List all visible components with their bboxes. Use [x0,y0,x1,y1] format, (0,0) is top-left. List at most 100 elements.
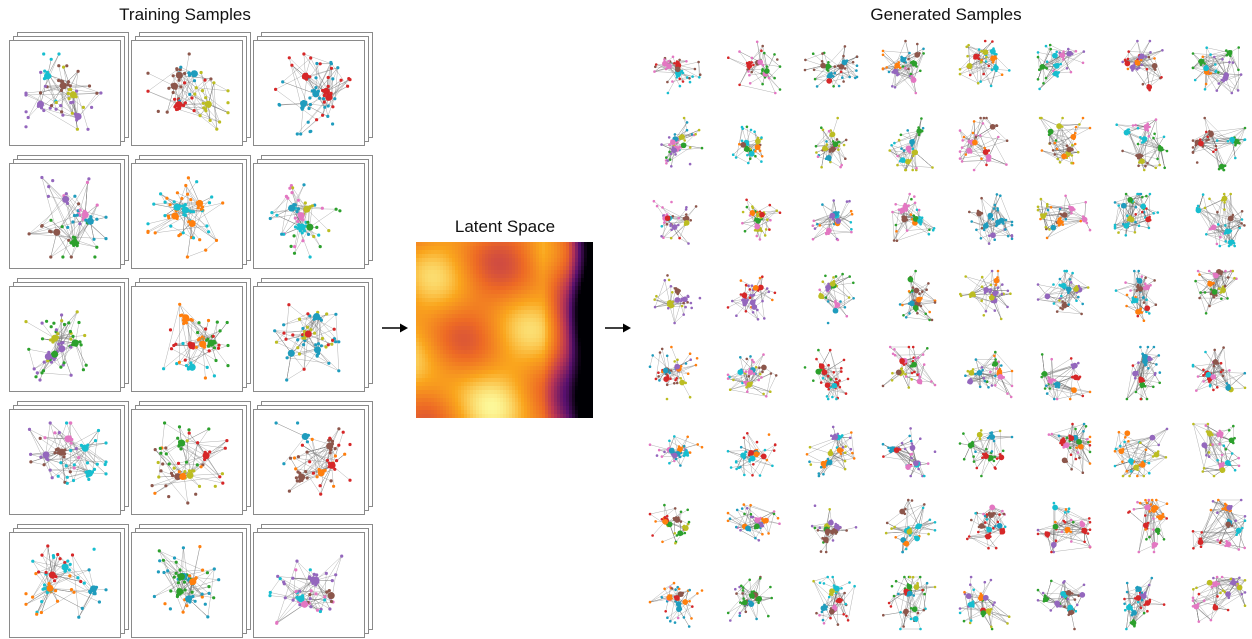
latent-cell [494,362,497,366]
latent-cell [437,282,440,286]
latent-cell [584,346,587,350]
graph-hub-node [171,83,178,90]
latent-cell [545,346,548,350]
graph-edge [30,429,47,455]
latent-cell [578,338,581,342]
latent-cell [434,354,437,358]
graph-node [190,96,193,99]
latent-cell [590,358,593,362]
latent-cell [443,306,446,310]
latent-cell [509,250,512,254]
latent-cell [518,330,521,334]
latent-cell [476,318,479,322]
graph-node [87,177,90,180]
graph-node [73,195,76,198]
graph-node [317,342,320,345]
latent-cell [458,350,461,354]
graph-node [346,85,349,88]
latent-cell [551,362,554,366]
graph-node [226,111,229,114]
graph-edge [79,594,94,618]
graph-node [68,568,71,571]
latent-cell [455,266,458,270]
graph-node [53,431,56,434]
latent-cell [434,246,437,250]
latent-cell [587,354,590,358]
training-graph [132,410,244,516]
latent-cell [437,246,440,250]
latent-cell [572,354,575,358]
latent-cell [509,350,512,354]
latent-cell [458,322,461,326]
latent-cell [461,266,464,270]
graph-node [327,343,330,346]
graph-node [168,462,171,465]
graph-node [93,255,96,258]
latent-cell [443,278,446,282]
latent-cell [530,278,533,282]
graph-node [48,230,51,233]
latent-cell [509,246,512,250]
graph-node [40,176,43,179]
latent-cell [554,246,557,250]
latent-cell [542,354,545,358]
latent-cell [548,342,551,346]
latent-cell [542,302,545,306]
latent-cell [425,250,428,254]
graph-node [27,348,30,351]
latent-cell [530,306,533,310]
latent-cell [503,266,506,270]
graph-node [39,91,42,94]
latent-cell [470,314,473,318]
latent-cell [569,294,572,298]
latent-cell [443,322,446,326]
graph-edge [296,445,338,478]
latent-cell [551,250,554,254]
latent-cell [422,290,425,294]
graph-node [334,454,337,457]
latent-cell [575,318,578,322]
latent-cell [506,314,509,318]
graph-node [221,472,224,475]
latent-cell [557,274,560,278]
latent-cell [515,310,518,314]
graph-node [61,114,64,117]
latent-cell [440,338,443,342]
latent-cell [557,302,560,306]
graph-node [290,64,293,67]
latent-cell [428,250,431,254]
latent-cell [515,362,518,366]
latent-cell [422,242,425,246]
latent-cell [446,326,449,330]
latent-cell [578,250,581,254]
graph-node [187,578,190,581]
graph-node [66,482,69,485]
latent-cell [554,250,557,254]
latent-cell [425,362,428,366]
latent-cell [425,342,428,346]
latent-cell [521,362,524,366]
graph-edge [284,437,305,464]
graph-node [289,457,292,460]
latent-cell [533,278,536,282]
latent-cell [479,246,482,250]
latent-cell [506,282,509,286]
graph-node [275,621,278,624]
graph-node [318,97,321,100]
graph-node [35,613,38,616]
latent-cell [539,254,542,258]
training-sample-stack [253,524,371,638]
latent-cell [443,254,446,258]
latent-cell [509,310,512,314]
graph-edge [198,441,227,443]
latent-cell [539,322,542,326]
graph-node [203,79,206,82]
graph-node [212,335,215,338]
latent-cell [551,314,554,318]
latent-cell [500,254,503,258]
latent-cell [506,262,509,266]
latent-cell [470,350,473,354]
latent-cell [479,350,482,354]
graph-edge [310,209,336,227]
latent-cell [446,298,449,302]
